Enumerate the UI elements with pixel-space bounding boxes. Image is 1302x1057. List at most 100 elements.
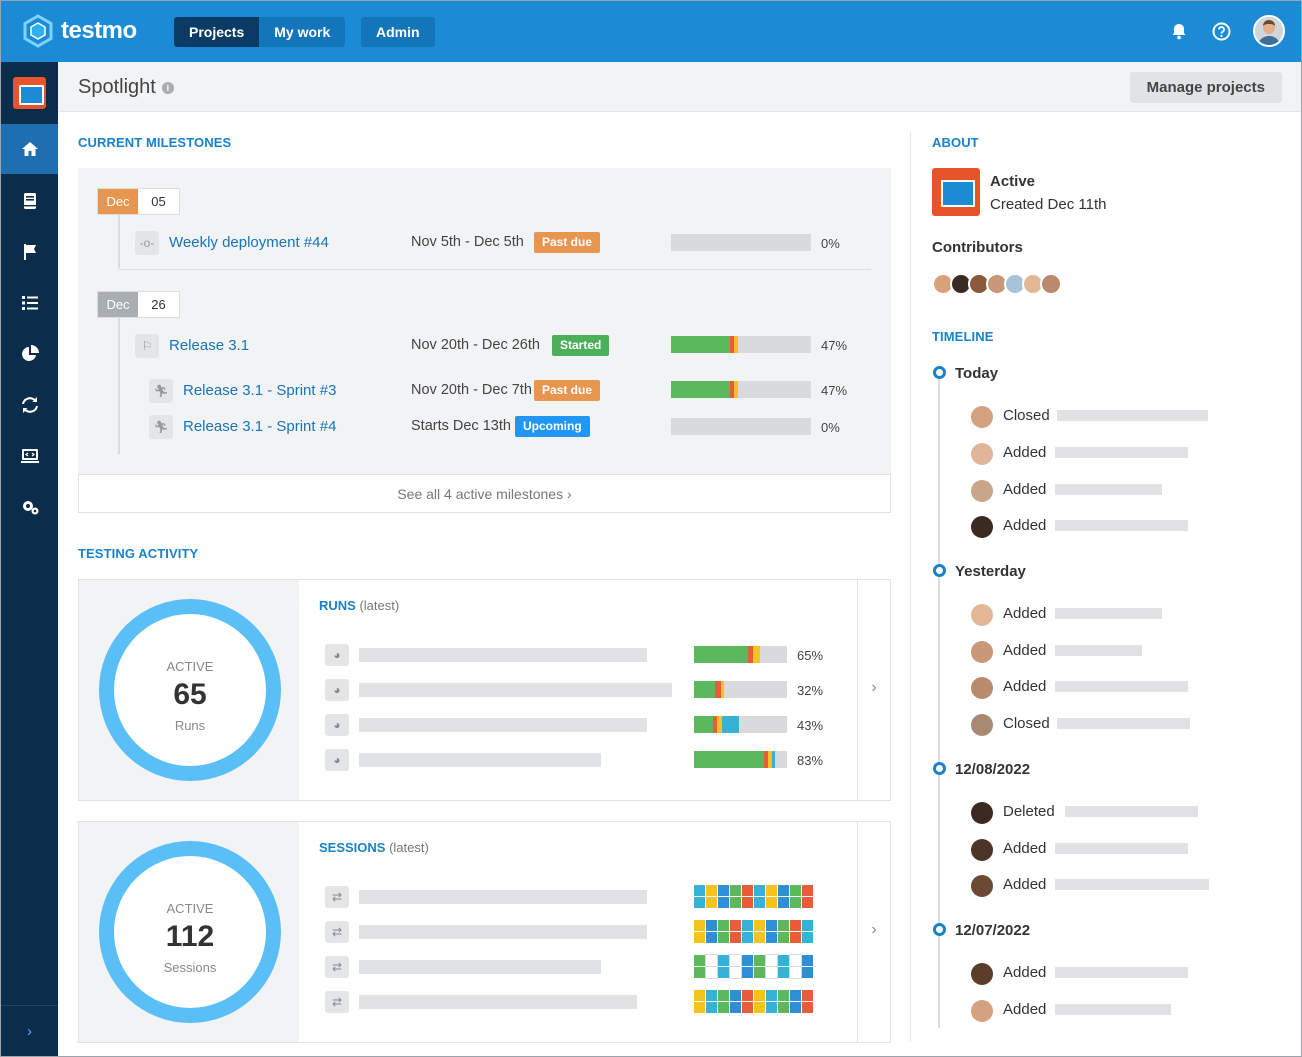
nav-admin[interactable]: Admin: [361, 17, 435, 47]
pie-chart-icon[interactable]: [1, 329, 58, 379]
run-name-placeholder[interactable]: [359, 683, 672, 697]
home-icon[interactable]: [1, 124, 58, 174]
session-result-cell: [754, 897, 765, 908]
milestone-connector: [118, 215, 120, 268]
run-percent: 83%: [797, 753, 824, 768]
session-result-cell: [778, 990, 789, 1001]
timeline-entry-placeholder[interactable]: [1055, 879, 1209, 890]
timeline-action: Added: [1003, 678, 1047, 695]
bell-icon[interactable]: [1169, 21, 1189, 41]
info-icon[interactable]: i: [161, 81, 174, 94]
sidebar-expand-button[interactable]: ›: [1, 1005, 58, 1056]
timeline-entry-placeholder[interactable]: [1055, 608, 1162, 619]
session-result-cell: [754, 955, 765, 966]
session-result-cell: [778, 932, 789, 943]
project-icon[interactable]: [13, 77, 46, 109]
timeline-action: Closed: [1003, 715, 1050, 732]
timeline-entry-placeholder[interactable]: [1055, 1004, 1171, 1015]
active-sessions-count: 112: [165, 920, 215, 953]
session-result-cell: [718, 967, 729, 978]
milestone-name[interactable]: Weekly deployment #44: [169, 234, 329, 251]
session-name-placeholder[interactable]: [359, 995, 637, 1009]
timeline-avatar: [971, 839, 993, 861]
logo[interactable]: testmo: [21, 14, 137, 48]
session-result-cell: [742, 990, 753, 1001]
milestone-name[interactable]: Release 3.1 - Sprint #3: [183, 382, 337, 399]
list-icon[interactable]: [1, 278, 58, 328]
sessions-sync-icon[interactable]: [1, 380, 58, 430]
sidebar: ›: [1, 62, 58, 1056]
timeline-avatar: [971, 963, 993, 985]
timeline-entry-placeholder[interactable]: [1055, 843, 1188, 854]
run-name-placeholder[interactable]: [359, 753, 601, 767]
milestones-flag-icon[interactable]: [1, 227, 58, 277]
session-name-placeholder[interactable]: [359, 925, 647, 939]
session-result-cell: [730, 920, 741, 931]
run-name-placeholder[interactable]: [359, 718, 647, 732]
timeline-entry-placeholder[interactable]: [1057, 410, 1208, 421]
nav-projects[interactable]: Projects: [174, 17, 260, 47]
run-name-placeholder[interactable]: [359, 648, 647, 662]
session-name-placeholder[interactable]: [359, 960, 601, 974]
timeline-entry-placeholder[interactable]: [1055, 484, 1162, 495]
current-milestones-title: Current milestones: [78, 135, 232, 150]
session-result-cell: [754, 990, 765, 1001]
contributor-avatar[interactable]: [1040, 273, 1062, 295]
session-result-cell: [766, 920, 777, 931]
timeline-entry-placeholder[interactable]: [1055, 681, 1188, 692]
sessions-next-button[interactable]: ›: [857, 822, 890, 1042]
session-name-placeholder[interactable]: [359, 890, 647, 904]
settings-gears-icon[interactable]: [1, 482, 58, 532]
session-result-cell: [730, 1002, 741, 1013]
runs-next-button[interactable]: ›: [857, 580, 890, 800]
session-result-cell: [694, 920, 705, 931]
session-result-cell: [730, 932, 741, 943]
session-result-cell: [778, 885, 789, 896]
timeline-entry-placeholder[interactable]: [1057, 718, 1190, 729]
session-result-cell: [742, 955, 753, 966]
timeline-action: Added: [1003, 642, 1047, 659]
session-result-cell: [718, 990, 729, 1001]
automation-icon[interactable]: [1, 431, 58, 481]
run-pie-icon: ◕: [325, 749, 349, 771]
repository-icon[interactable]: [1, 176, 58, 226]
progress-fill: [671, 336, 738, 353]
contributors-list: [932, 273, 1062, 295]
timeline-entry-placeholder[interactable]: [1055, 967, 1188, 978]
see-all-label: See all 4 active milestones: [397, 486, 564, 502]
user-avatar[interactable]: [1253, 15, 1285, 47]
session-result-cell: [789, 966, 802, 979]
help-icon[interactable]: [1211, 21, 1231, 41]
session-result-cell: [742, 1002, 753, 1013]
progress-fill: [694, 751, 775, 768]
milestone-progress-bar: [671, 336, 811, 353]
timeline-action: Closed: [1003, 407, 1050, 424]
timeline-entry-placeholder[interactable]: [1065, 806, 1198, 817]
timeline-avatar: [971, 875, 993, 897]
milestone-name[interactable]: Release 3.1 - Sprint #4: [183, 418, 337, 435]
timeline-action: Added: [1003, 605, 1047, 622]
nav-my-work[interactable]: My work: [259, 17, 346, 47]
session-result-cell: [802, 955, 813, 966]
session-result-cell: [730, 990, 741, 1001]
milestone-dates: Nov 20th - Dec 26th: [411, 337, 540, 353]
session-result-cell: [742, 967, 753, 978]
see-all-milestones-link[interactable]: See all 4 active milestones ›: [78, 474, 891, 513]
contributors-title: Contributors: [932, 239, 1023, 256]
ring-sub: Sessions: [163, 960, 217, 975]
session-result-cell: [729, 966, 742, 979]
active-runs-count: 65: [173, 678, 207, 711]
milestone-percent: 47%: [821, 338, 848, 353]
milestone-name[interactable]: Release 3.1: [169, 337, 250, 354]
sessions-header-sub: (latest): [389, 840, 429, 855]
milestones-panel: Dec 05 -o- Weekly deployment #44 Nov 5th…: [78, 168, 891, 474]
timeline-entry-placeholder[interactable]: [1055, 645, 1142, 656]
active-sessions-ring: ACTIVE 112 Sessions: [99, 841, 281, 1023]
timeline-entry-placeholder[interactable]: [1055, 447, 1188, 458]
session-sync-icon: ⇄: [325, 956, 349, 978]
manage-projects-button[interactable]: Manage projects: [1129, 72, 1282, 103]
session-result-cell: [778, 955, 789, 966]
timeline-entry-placeholder[interactable]: [1055, 520, 1188, 531]
session-result-cell: [754, 920, 765, 931]
milestone-percent: 0%: [821, 420, 840, 435]
